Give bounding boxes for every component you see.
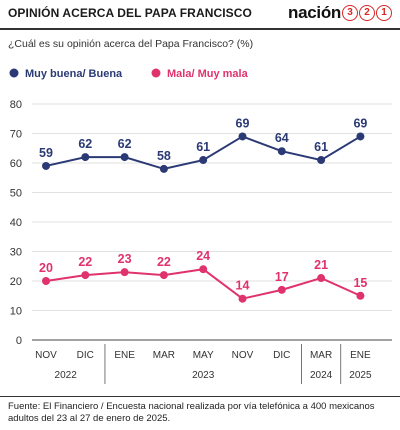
data-label: 59	[39, 146, 53, 160]
survey-question: ¿Cuál es su opinión acerca del Papa Fran…	[8, 38, 254, 50]
x-tick-label: MAR	[310, 350, 332, 361]
series-line	[45, 268, 361, 300]
data-point	[238, 132, 247, 141]
x-tick-label: ENE	[350, 350, 371, 361]
data-point	[81, 271, 90, 280]
data-point	[159, 164, 168, 173]
data-label: 14	[236, 279, 250, 293]
year-label: 2023	[192, 370, 215, 381]
data-point	[81, 153, 90, 162]
legend-label: Mala/ Muy mala	[167, 68, 249, 80]
x-tick-label: DIC	[273, 350, 290, 361]
data-label: 69	[236, 116, 250, 130]
data-label: 69	[353, 116, 367, 130]
data-label: 62	[78, 137, 92, 151]
x-tick-label: ENE	[114, 350, 135, 361]
year-label: 2022	[55, 370, 78, 381]
x-tick-label: NOV	[35, 350, 57, 361]
legend-label: Muy buena/ Buena	[25, 68, 123, 80]
x-tick-label: MAY	[193, 350, 214, 361]
data-point	[120, 153, 129, 162]
data-label: 58	[157, 149, 171, 163]
y-tick-label: 20	[10, 276, 22, 288]
x-tick-label: DIC	[77, 350, 94, 361]
y-tick-label: 40	[10, 217, 22, 229]
line-chart: Muy buena/ Buena Mala/ Muy mala 0 10 20 30 40 5…	[9, 68, 392, 384]
brand-word: nación	[288, 3, 341, 22]
data-label: 24	[196, 249, 210, 263]
data-point	[42, 277, 50, 285]
data-label: 20	[39, 261, 53, 275]
data-point	[42, 161, 50, 170]
data-point	[317, 156, 326, 165]
y-tick-label: 50	[10, 188, 22, 200]
footer: Fuente: El Financiero / Encuesta naciona…	[0, 396, 400, 430]
data-label: 61	[314, 140, 328, 154]
legend-marker	[151, 68, 161, 78]
year-label: 2024	[310, 370, 333, 381]
data-point	[199, 265, 208, 274]
data-point	[317, 274, 326, 283]
data-point	[159, 271, 168, 280]
data-label: 22	[78, 255, 92, 269]
data-point	[277, 285, 286, 294]
brand-logo: nación 3 2 1	[288, 3, 392, 23]
y-tick-label: 10	[10, 306, 22, 318]
brand-digit: 3	[342, 5, 358, 21]
data-label: 15	[353, 276, 367, 290]
data-point	[356, 132, 365, 141]
data-point	[238, 294, 247, 303]
data-label: 17	[275, 270, 289, 284]
y-tick-label: 0	[16, 335, 22, 347]
brand-digit: 2	[359, 5, 375, 21]
header-bar: OPINIÓN ACERCA DEL PAPA FRANCISCO nación…	[0, 0, 400, 30]
y-tick-label: 30	[10, 247, 22, 259]
y-tick-label: 60	[10, 158, 22, 170]
source-note: Fuente: El Financiero / Encuesta naciona…	[8, 401, 375, 424]
y-tick-label: 70	[10, 129, 22, 141]
data-point	[120, 268, 129, 277]
x-tick-label: NOV	[232, 350, 254, 361]
year-label: 2025	[349, 370, 372, 381]
data-label: 21	[314, 258, 328, 272]
data-label: 62	[118, 137, 132, 151]
data-label: 23	[118, 252, 132, 266]
data-point	[199, 156, 208, 165]
data-label: 64	[275, 131, 289, 145]
data-point	[277, 147, 286, 156]
data-label: 22	[157, 255, 171, 269]
data-point	[356, 291, 365, 300]
data-label: 61	[196, 140, 210, 154]
x-tick-label: MAR	[153, 350, 175, 361]
y-tick-label: 80	[10, 99, 22, 111]
legend-marker	[9, 68, 19, 78]
brand-digit: 1	[376, 5, 392, 21]
chart-title: OPINIÓN ACERCA DEL PAPA FRANCISCO	[8, 6, 252, 20]
